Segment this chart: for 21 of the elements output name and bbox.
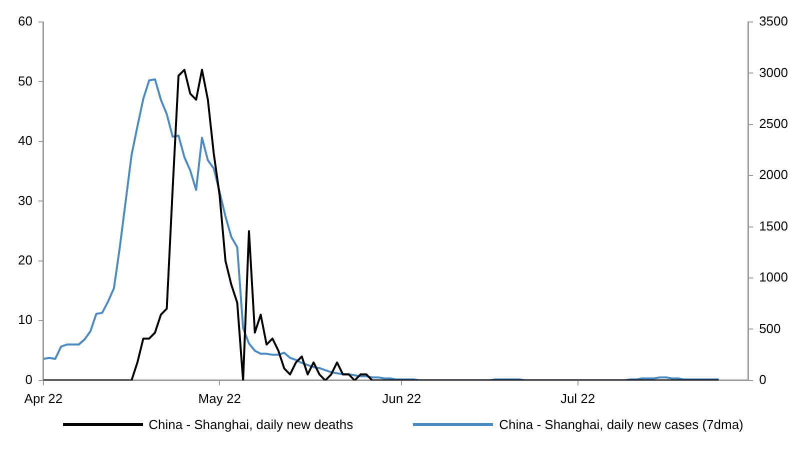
x-tick-label: Jun 22 [382,390,422,406]
y2-tick-label: 3000 [759,64,788,80]
y2-tick-label: 500 [759,320,781,336]
y-tick-label: 60 [18,14,32,29]
y2-tick-label: 1500 [759,218,788,234]
y2-tick-label: 2500 [759,116,788,131]
y-tick-label: 30 [18,192,32,208]
y-tick-label: 50 [18,73,32,88]
text: China - Shanghai, daily new deaths [148,417,354,432]
y-tick-label: 10 [18,312,32,328]
y-tick-label: 40 [18,133,32,148]
y2-tick-label: 2000 [759,167,788,182]
y2-tick-label: 3500 [759,14,788,29]
x-tick-label: May 22 [198,390,241,406]
y2-tick-label: 0 [759,372,766,387]
y-tick-label: 0 [25,372,32,387]
y2-tick-label: 1000 [759,270,788,285]
x-tick-label: Jul 22 [560,390,596,406]
text: China - Shanghai, daily new cases (7dma) [499,417,744,432]
x-tick-label: Apr 22 [24,390,63,406]
y-tick-label: 20 [18,252,32,268]
